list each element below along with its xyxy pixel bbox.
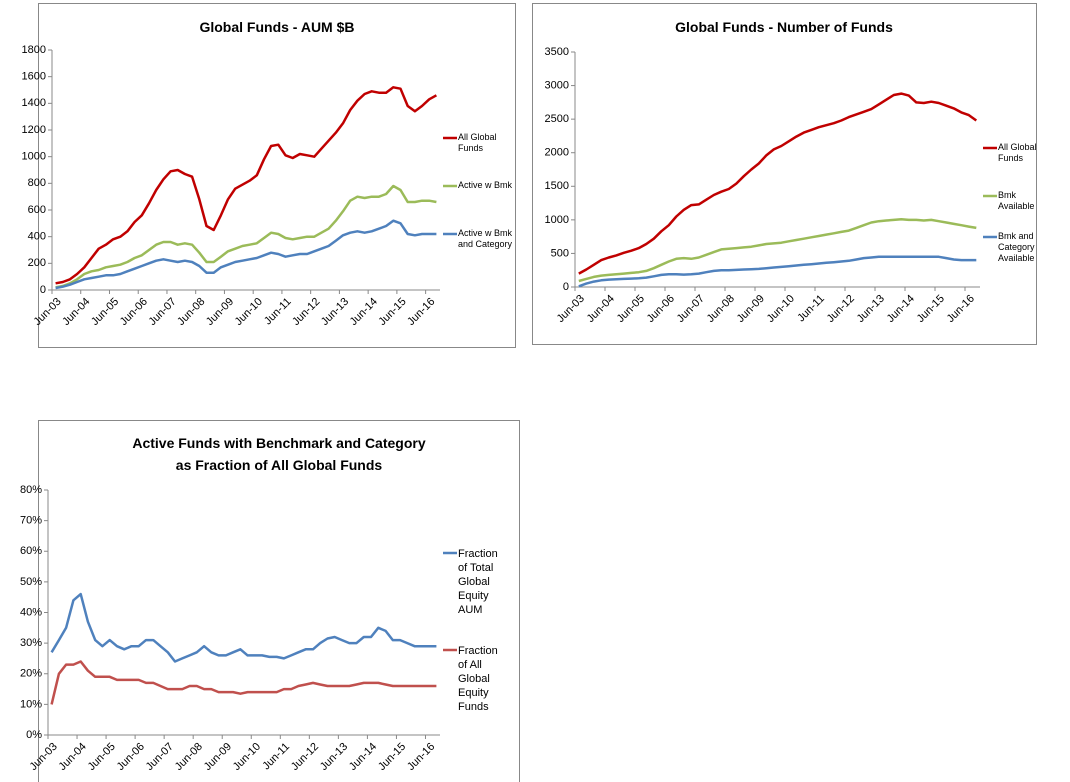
x-tick-label: Jun-05 [89,296,121,328]
y-tick-label: 0 [563,281,569,293]
line-series [578,255,977,288]
legend-label: Active w Bmk and Category [458,228,513,249]
x-tick-label: Jun-16 [405,741,437,773]
x-tick-label: Jun-06 [115,741,147,773]
y-tick-label: 30% [20,637,42,649]
y-tick-label: 1000 [22,151,46,163]
line-series [578,217,977,283]
x-tick-label: Jun-10 [765,293,797,325]
x-tick-label: Jun-05 [615,293,647,325]
line-series [50,592,437,663]
x-tick-label: Jun-13 [318,741,350,773]
x-tick-label: Jun-03 [28,741,60,773]
legend-label: Active w Bmk [458,180,513,190]
line-series [55,184,437,289]
x-tick-label: Jun-11 [795,293,827,325]
x-tick-label: Jun-07 [146,296,178,328]
y-tick-label: 40% [20,606,42,618]
legend-label: Bmk and Category Available [998,231,1035,263]
line-series [50,660,437,705]
x-tick-label: Jun-08 [175,296,207,328]
chart-title: Global Funds - AUM $B [199,19,355,35]
chart-frame [38,420,520,782]
x-tick-label: Jun-14 [347,741,379,773]
x-tick-label: Jun-03 [555,293,587,325]
y-tick-label: 70% [20,515,42,527]
x-tick-label: Jun-10 [233,296,265,328]
y-tick-label: 3000 [545,79,569,91]
x-tick-label: Jun-09 [202,741,234,773]
x-tick-label: Jun-06 [645,293,677,325]
line-series [55,86,438,285]
x-tick-label: Jun-04 [585,293,617,325]
y-tick-label: 400 [28,231,46,243]
x-tick-label: Jun-15 [915,293,947,325]
x-tick-label: Jun-11 [260,741,292,773]
y-tick-label: 0% [26,729,42,741]
line-series [578,92,978,275]
x-tick-label: Jun-09 [204,296,236,328]
x-tick-label: Jun-09 [735,293,767,325]
y-tick-label: 3500 [545,46,569,58]
legend-label: All Global Funds [998,142,1037,163]
y-tick-label: 1500 [545,180,569,192]
x-tick-label: Jun-12 [289,741,321,773]
chart-title: Global Funds - Number of Funds [675,19,893,35]
chart-frame [532,3,1037,345]
x-tick-label: Jun-05 [86,741,118,773]
x-tick-label: Jun-04 [57,741,89,773]
y-tick-label: 1000 [545,214,569,226]
y-tick-label: 60% [20,545,42,557]
x-tick-label: Jun-12 [825,293,857,325]
legend-label: All Global Funds [458,132,497,153]
legend-label: Bmk Available [998,190,1035,211]
x-tick-label: Jun-08 [173,741,205,773]
x-tick-label: Jun-16 [945,293,977,325]
chart-title: Active Funds with Benchmark and Category… [132,435,426,473]
y-tick-label: 2500 [545,113,569,125]
y-tick-label: 20% [20,668,42,680]
x-tick-label: Jun-14 [885,293,917,325]
x-tick-label: Jun-14 [348,296,380,328]
x-tick-label: Jun-13 [319,296,351,328]
x-tick-label: Jun-03 [31,296,63,328]
y-tick-label: 1400 [22,97,46,109]
y-tick-label: 200 [28,257,46,269]
y-tick-label: 1200 [22,124,46,136]
x-tick-label: Jun-07 [675,293,707,325]
x-tick-label: Jun-12 [290,296,322,328]
y-tick-label: 50% [20,576,42,588]
x-tick-label: Jun-15 [376,296,408,328]
x-tick-label: Jun-16 [405,296,437,328]
x-tick-label: Jun-13 [855,293,887,325]
x-tick-label: Jun-15 [376,741,408,773]
y-tick-label: 600 [28,204,46,216]
x-tick-label: Jun-07 [144,741,176,773]
legend-label: Fraction of Total Global Equity AUM [458,548,498,616]
line-series [55,219,437,290]
x-tick-label: Jun-11 [262,296,294,328]
legend-label: Fraction of All Global Equity Funds [458,645,498,713]
y-tick-label: 1800 [22,44,46,56]
x-tick-label: Jun-10 [231,741,263,773]
x-tick-label: Jun-04 [60,296,92,328]
x-tick-label: Jun-08 [705,293,737,325]
y-tick-label: 1600 [22,71,46,83]
x-tick-label: Jun-06 [118,296,150,328]
y-tick-label: 800 [28,177,46,189]
y-tick-label: 80% [20,484,42,496]
y-tick-label: 10% [20,698,42,710]
chart-frame [38,3,516,348]
y-tick-label: 0 [40,284,46,296]
y-tick-label: 500 [551,247,569,259]
y-tick-label: 2000 [545,147,569,159]
